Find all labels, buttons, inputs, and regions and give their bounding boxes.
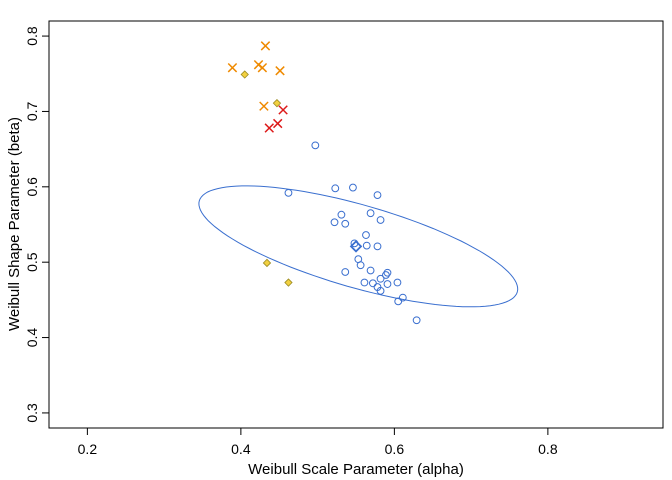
- x-axis-title: Weibull Scale Parameter (alpha): [248, 461, 464, 478]
- blue-circle-point: [337, 210, 346, 219]
- blue-circle-point: [383, 280, 392, 288]
- yellow-diamond-point: [262, 258, 272, 268]
- blue-circle-point: [376, 274, 385, 283]
- x-tick-label: 0.2: [78, 441, 98, 457]
- yellow-diamond-point: [284, 278, 293, 287]
- orange-cross-point-stroke: [227, 62, 238, 73]
- blue-circle-point: [349, 183, 357, 192]
- blue-circle-point: [368, 279, 377, 288]
- blue-circle-point: [331, 184, 340, 193]
- y-tick-label: 0.6: [24, 177, 40, 197]
- blue-circle-point: [373, 191, 382, 200]
- blue-circle-point: [330, 218, 339, 227]
- center-diamond-point: [349, 240, 363, 253]
- blue-circle-point: [366, 209, 375, 218]
- blue-circle-point: [393, 278, 402, 287]
- y-tick-label: 0.4: [24, 328, 40, 348]
- red-cross-point-stroke: [278, 105, 288, 115]
- blue-circle-point: [398, 293, 407, 302]
- blue-circle-point: [284, 188, 293, 197]
- orange-cross-point-stroke: [260, 41, 271, 51]
- orange-cross-point-stroke: [275, 66, 285, 76]
- y-axis-title: Weibull Shape Parameter (beta): [6, 117, 23, 331]
- x-tick-label: 0.6: [385, 441, 405, 457]
- blue-circle-point: [376, 216, 385, 224]
- y-axis: 0.3 0.4 0.5 0.6 0.7 0.8: [24, 26, 49, 423]
- red-cross-point: [278, 105, 288, 115]
- red-cross-point-stroke: [272, 118, 283, 129]
- blue-circle-point: [366, 266, 375, 275]
- orange-cross-point: [257, 62, 268, 73]
- x-tick-label: 0.4: [231, 441, 251, 457]
- blue-circle-point: [360, 278, 369, 287]
- plot-frame: [48, 20, 664, 429]
- blue-circle-point: [373, 242, 382, 251]
- points-layer: [227, 41, 421, 325]
- blue-circle-point: [356, 261, 365, 270]
- x-axis: 0.2 0.4 0.6 0.8: [78, 428, 558, 457]
- blue-circle-point: [376, 286, 385, 295]
- y-tick-label: 0.8: [24, 26, 40, 46]
- yellow-diamond-point: [240, 70, 249, 79]
- blue-circle-point: [383, 268, 392, 277]
- y-tick-label: 0.5: [24, 252, 40, 272]
- y-tick-label: 0.3: [24, 403, 40, 423]
- orange-cross-point: [227, 62, 238, 73]
- blue-circle-point: [394, 297, 403, 306]
- red-cross-point-stroke: [264, 123, 275, 133]
- orange-cross-point: [259, 101, 269, 111]
- blue-circle-point: [412, 316, 421, 325]
- orange-cross-point-stroke: [259, 101, 269, 111]
- blue-circle-point: [382, 271, 390, 279]
- y-tick-label: 0.7: [24, 102, 40, 122]
- red-cross-point: [272, 118, 283, 129]
- blue-circle-point: [362, 241, 371, 250]
- blue-circle-point: [341, 219, 350, 228]
- x-tick-label: 0.8: [538, 441, 558, 457]
- red-cross-point: [264, 123, 275, 133]
- confidence-ellipse-layer: [198, 185, 519, 308]
- yellow-diamond-point: [272, 98, 282, 108]
- blue-circle-point: [341, 268, 350, 276]
- orange-cross-point-stroke: [257, 62, 268, 73]
- confidence-ellipse: [198, 185, 519, 308]
- orange-cross-point: [260, 41, 271, 51]
- blue-circle-point: [311, 141, 320, 150]
- orange-cross-point: [275, 66, 285, 76]
- blue-circle-point: [362, 231, 370, 239]
